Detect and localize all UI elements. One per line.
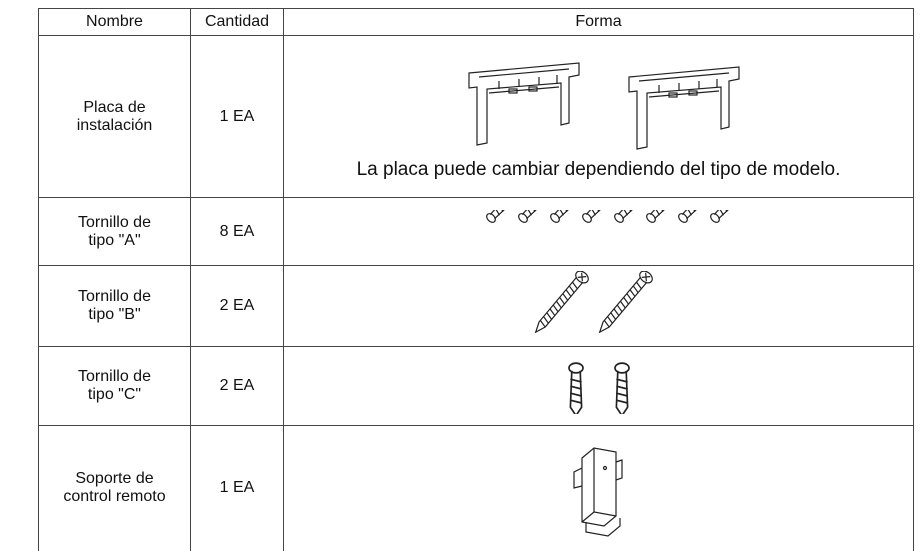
name: tipo "C"	[87, 386, 142, 403]
note: La placa puede cambiar dependiendo del t…	[356, 158, 841, 180]
row: Tornillo de tipo "A" 8 EA	[38, 197, 914, 266]
quantity: 2 EA	[190, 265, 284, 347]
row: Soporte de control remoto 1 EA	[38, 425, 914, 551]
quantity: 8 EA	[190, 197, 284, 266]
shape-cell	[283, 197, 914, 266]
header-cell: Nombre	[38, 8, 191, 36]
name: control remoto	[63, 488, 166, 506]
row: Tornillo de tipo "B" 2 EA	[38, 265, 914, 347]
screw-b-icons	[529, 271, 655, 338]
name-cell: Tornillo de tipo "A"	[38, 197, 191, 266]
header-row: Nombre Cantidad Forma	[38, 8, 914, 36]
name: tipo "B"	[88, 306, 141, 323]
name: Placa de	[83, 98, 146, 116]
row: Tornillo de tipo "C" 2 EA	[38, 346, 914, 426]
name-cell: Placa de instalación	[38, 35, 191, 198]
quantity: 1 EA	[190, 35, 284, 198]
shape-cell	[283, 265, 914, 347]
name-cell: Tornillo de tipo "B"	[38, 265, 191, 347]
name: Tornillo de	[78, 368, 151, 385]
plate-icons	[467, 61, 740, 150]
header-cell: Forma	[283, 8, 914, 36]
shape-cell	[283, 425, 914, 551]
screw-c-icons	[567, 362, 630, 414]
shape-cell	[283, 346, 914, 426]
header-cell: Cantidad	[190, 8, 284, 36]
screw-a-icons	[483, 209, 739, 225]
parts-table: Nombre Cantidad Forma Placa de instalació…	[38, 8, 914, 551]
name: Tornillo de	[78, 288, 151, 305]
holder-icon	[572, 447, 623, 537]
name: instalación	[76, 116, 153, 134]
shape-cell: La placa puede cambiar dependiendo del t…	[283, 35, 914, 198]
quantity: 1 EA	[190, 425, 284, 551]
name-cell: Tornillo de tipo "C"	[38, 346, 191, 426]
quantity: 2 EA	[190, 346, 284, 426]
name: tipo "A"	[88, 231, 141, 249]
name: Tornillo de	[78, 213, 151, 231]
row: Placa de instalación 1 EA La placa puede …	[38, 35, 914, 198]
name-cell: Soporte de control remoto	[38, 425, 191, 551]
name: Soporte de	[75, 470, 154, 488]
